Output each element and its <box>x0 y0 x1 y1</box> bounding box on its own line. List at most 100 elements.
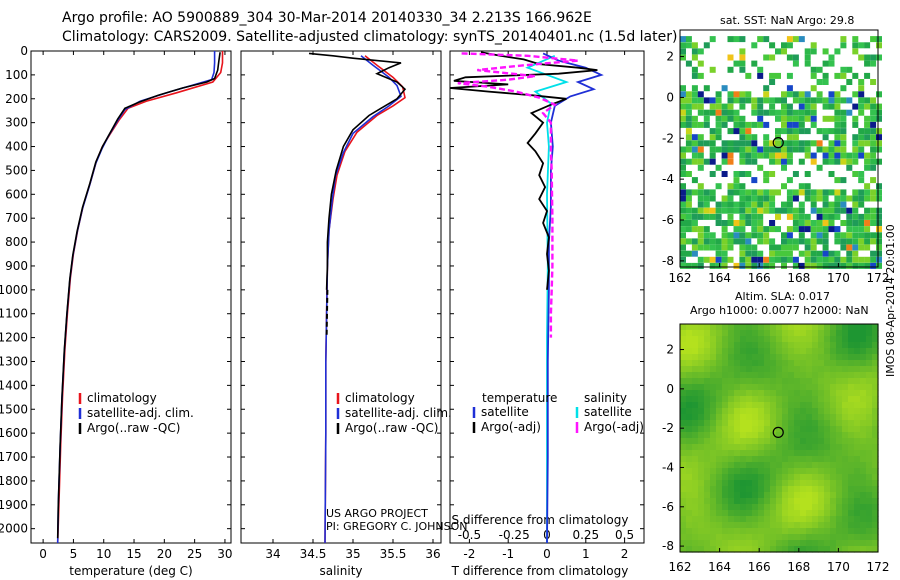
sla-map-cell <box>800 432 807 439</box>
sla-map-cell <box>692 522 699 529</box>
sla-map-cell <box>698 510 705 517</box>
sla-map-cell <box>686 414 693 421</box>
sst-map-cell <box>745 207 752 214</box>
sla-map-cell <box>788 444 795 451</box>
sla-map-cell <box>698 486 705 493</box>
sla-map-cell <box>866 510 873 517</box>
sst-map-cell <box>858 232 865 239</box>
sla-map-cell <box>704 528 711 535</box>
sla-map-cell <box>824 336 831 343</box>
sla-map-cell <box>836 504 843 511</box>
sst-map-cell <box>876 220 882 226</box>
sst-map-cell <box>703 195 710 202</box>
sla-map-cell <box>704 510 711 517</box>
sst-map-cell <box>727 232 734 239</box>
sla-map-cell <box>788 426 795 433</box>
sst-map-cell <box>691 189 698 196</box>
sla-map-cell <box>842 420 849 427</box>
sla-map-cell <box>758 510 765 517</box>
sla-map-cell <box>866 414 873 421</box>
sla-map-cell <box>734 498 741 505</box>
sla-map-cell <box>692 468 699 475</box>
temperature-xtick-label: 20 <box>157 547 172 561</box>
sla-map-cell <box>866 450 873 457</box>
sla-map-cell <box>692 402 699 409</box>
sst-map-cell <box>876 36 882 43</box>
sla-map-cell <box>794 330 801 337</box>
sst-map-cell <box>703 158 710 165</box>
sla-map-cell <box>854 486 861 493</box>
sla-map-cell <box>692 462 699 469</box>
sla-map-cell <box>698 420 705 427</box>
sst-map-cell <box>798 146 805 153</box>
sst-map-cell <box>763 134 770 141</box>
sla-map-cell <box>770 432 777 439</box>
sla-map-cell <box>842 438 849 445</box>
sst-map-cell <box>721 238 728 245</box>
sla-map-cell <box>794 390 801 397</box>
sst-map-cell <box>870 238 877 245</box>
sla-map-cell <box>680 474 687 481</box>
sla-map-cell <box>854 456 861 463</box>
sst-map-cell <box>703 244 710 251</box>
sla-map-cell <box>698 378 705 385</box>
sst-map-cell <box>733 232 740 239</box>
sst-map-cell <box>792 256 799 263</box>
sla-map-cell <box>752 330 759 337</box>
sla-map-cell <box>812 504 819 511</box>
sst-map-cell <box>715 207 722 214</box>
sst-map-cell <box>739 213 746 220</box>
sla-map-cell <box>758 492 765 499</box>
sla-map-cell <box>758 450 765 457</box>
sst-map-cell <box>792 238 799 245</box>
sla-map-cell <box>746 330 753 337</box>
sst-map-cell <box>876 232 882 239</box>
sla-map-cell <box>692 432 699 439</box>
sla-map-cell <box>722 342 729 349</box>
sst-map-cell <box>763 195 770 202</box>
sla-map-cell <box>794 354 801 361</box>
sla-map-cell <box>722 444 729 451</box>
sst-map-cell <box>739 195 746 202</box>
sla-map-cell <box>758 480 765 487</box>
sst-map-cell <box>739 146 746 153</box>
sla-map-cell <box>722 516 729 523</box>
sst-map-cell <box>798 121 805 128</box>
sla-map-cell <box>758 462 765 469</box>
sla-map-ytick-label: 0 <box>666 382 674 396</box>
sla-map-cell <box>752 516 759 523</box>
sla-map-cell <box>752 450 759 457</box>
sla-map-cell <box>854 402 861 409</box>
sla-map-cell <box>716 384 723 391</box>
sla-map-cell <box>782 456 789 463</box>
sla-map-cell <box>788 378 795 385</box>
sla-map-cell <box>764 444 771 451</box>
sla-map-cell <box>764 330 771 337</box>
sst-map-cell <box>822 232 829 239</box>
difference-series-line <box>542 52 604 544</box>
sla-map-cell <box>836 396 843 403</box>
sst-map-cell <box>792 36 799 43</box>
sst-map-cell <box>763 207 770 214</box>
sst-map-cell <box>840 256 847 263</box>
sla-map-cell <box>836 480 843 487</box>
sst-map-cell <box>680 262 686 269</box>
sla-map-cell <box>788 432 795 439</box>
sst-map-cell <box>870 54 877 61</box>
sst-map-cell <box>798 128 805 135</box>
sla-map-cell <box>716 390 723 397</box>
sla-map-cell <box>872 354 879 361</box>
sst-map-xtick-label: 168 <box>787 271 810 285</box>
sst-map-cell <box>703 238 710 245</box>
sla-map-title-line1: Altim. SLA: 0.017 <box>735 290 831 303</box>
sla-map-cell <box>716 414 723 421</box>
sla-map-cell <box>746 402 753 409</box>
sst-map-cell <box>870 164 877 171</box>
sla-map-cell <box>824 330 831 337</box>
sst-map-cell <box>840 158 847 165</box>
sla-map-cell <box>860 540 867 547</box>
difference-legend-label: Argo(-adj) <box>584 420 644 434</box>
sla-map-cell <box>752 360 759 367</box>
sla-map-cell <box>710 420 717 427</box>
sla-map-cell <box>860 516 867 523</box>
